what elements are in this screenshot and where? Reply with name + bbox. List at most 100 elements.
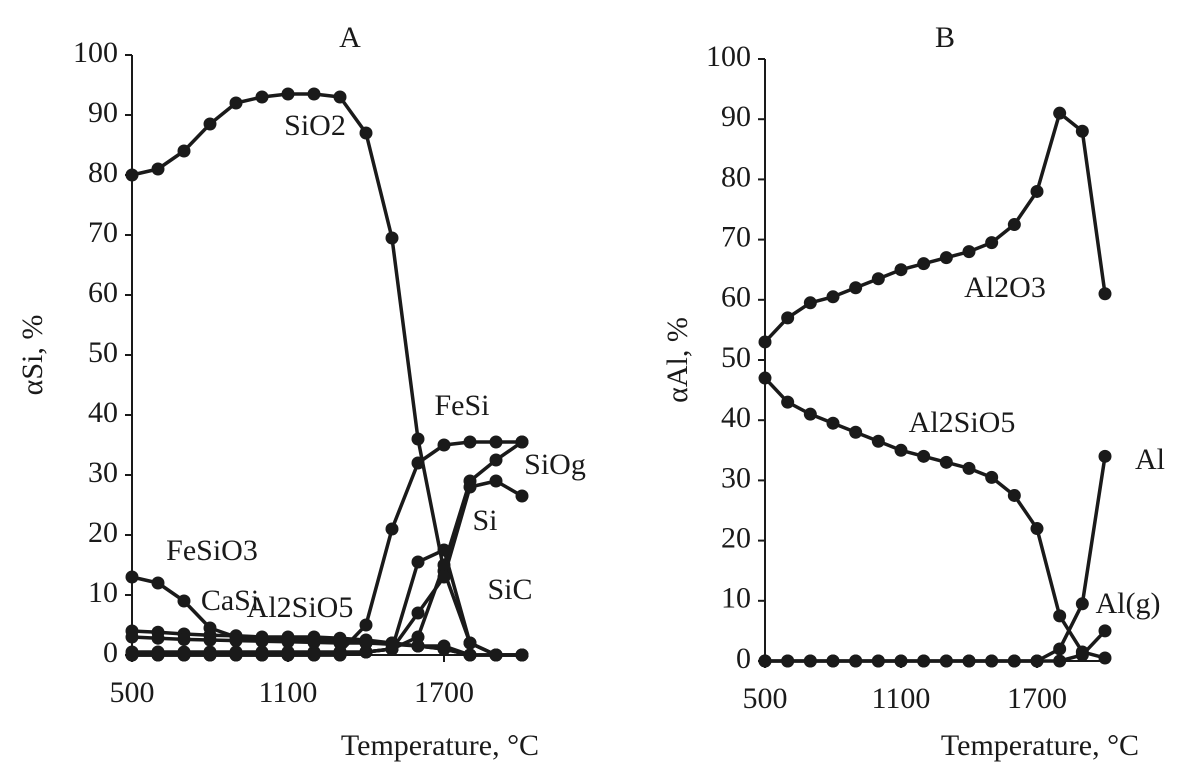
y-axis-label: αAl, % bbox=[661, 317, 694, 403]
data-point bbox=[758, 335, 772, 349]
data-point bbox=[281, 87, 295, 101]
x-tick-label: 1700 bbox=[1007, 682, 1067, 715]
series-label: FeSi bbox=[434, 389, 489, 422]
data-point bbox=[151, 576, 165, 590]
data-point bbox=[985, 236, 999, 250]
data-point bbox=[177, 144, 191, 158]
data-point bbox=[255, 645, 269, 659]
data-point bbox=[255, 90, 269, 104]
data-point bbox=[871, 434, 885, 448]
data-point bbox=[333, 90, 347, 104]
data-point bbox=[849, 281, 863, 295]
data-point bbox=[437, 543, 451, 557]
data-point bbox=[463, 648, 477, 662]
data-point bbox=[151, 162, 165, 176]
data-point bbox=[385, 522, 399, 536]
data-point bbox=[489, 453, 503, 467]
data-point bbox=[849, 654, 863, 668]
data-point bbox=[1030, 184, 1044, 198]
series-line bbox=[763, 376, 1106, 660]
data-point bbox=[125, 630, 139, 644]
data-point bbox=[307, 645, 321, 659]
data-point bbox=[803, 654, 817, 668]
data-point bbox=[917, 449, 931, 463]
series-label: Al2SiO5 bbox=[247, 591, 354, 624]
series-label: SiOg bbox=[524, 448, 586, 481]
data-point bbox=[781, 311, 795, 325]
x-tick-label: 1700 bbox=[414, 676, 474, 709]
y-tick-label: 70 bbox=[721, 220, 751, 253]
data-point bbox=[229, 645, 243, 659]
y-tick-label: 90 bbox=[88, 96, 118, 129]
data-point bbox=[1007, 218, 1021, 232]
panel-title: A bbox=[339, 21, 361, 54]
data-point bbox=[894, 443, 908, 457]
data-point bbox=[411, 639, 425, 653]
data-point bbox=[463, 480, 477, 494]
data-point bbox=[385, 637, 399, 651]
data-point bbox=[463, 435, 477, 449]
series-label: Al(g) bbox=[1096, 587, 1161, 620]
y-tick-label: 10 bbox=[88, 576, 118, 609]
data-point bbox=[871, 272, 885, 286]
data-point bbox=[939, 455, 953, 469]
data-point bbox=[463, 636, 477, 650]
data-point bbox=[1030, 522, 1044, 536]
series-line bbox=[132, 479, 523, 657]
y-tick-label: 90 bbox=[721, 100, 751, 133]
y-tick-label: 0 bbox=[103, 636, 118, 669]
series-label: SiO2 bbox=[284, 109, 346, 142]
data-point bbox=[125, 168, 139, 182]
x-axis-label: Temperature, °C bbox=[341, 729, 539, 762]
data-point bbox=[307, 87, 321, 101]
data-point bbox=[177, 645, 191, 659]
data-point bbox=[151, 631, 165, 645]
data-point bbox=[359, 636, 373, 650]
y-tick-label: 40 bbox=[721, 401, 751, 434]
series-label: Al bbox=[1135, 443, 1165, 476]
y-tick-label: 30 bbox=[88, 456, 118, 489]
data-point bbox=[411, 606, 425, 620]
data-point bbox=[1053, 609, 1067, 623]
y-axis-label: αSi, % bbox=[16, 315, 49, 396]
data-point bbox=[177, 594, 191, 608]
y-tick-label: 70 bbox=[88, 216, 118, 249]
y-tick-label: 80 bbox=[88, 156, 118, 189]
data-point bbox=[1075, 648, 1089, 662]
data-point bbox=[281, 645, 295, 659]
data-point bbox=[229, 634, 243, 648]
data-point bbox=[333, 636, 347, 650]
y-tick-label: 20 bbox=[88, 516, 118, 549]
data-point bbox=[281, 635, 295, 649]
data-point bbox=[962, 654, 976, 668]
data-point bbox=[177, 632, 191, 646]
data-point bbox=[781, 395, 795, 409]
data-point bbox=[411, 432, 425, 446]
data-point bbox=[1007, 654, 1021, 668]
x-tick-label: 500 bbox=[110, 676, 155, 709]
data-point bbox=[411, 456, 425, 470]
series-label: FeSiO3 bbox=[166, 534, 258, 567]
data-point bbox=[1030, 654, 1044, 668]
y-tick-label: 60 bbox=[721, 281, 751, 314]
data-point bbox=[307, 635, 321, 649]
data-point bbox=[411, 630, 425, 644]
data-point bbox=[758, 654, 772, 668]
panel-title: B bbox=[935, 21, 955, 54]
data-point bbox=[359, 126, 373, 140]
data-point bbox=[1098, 624, 1112, 638]
data-point bbox=[1075, 597, 1089, 611]
series-line bbox=[131, 635, 522, 657]
data-point bbox=[229, 96, 243, 110]
data-point bbox=[917, 654, 931, 668]
y-tick-label: 0 bbox=[736, 642, 751, 675]
series-line bbox=[765, 456, 1107, 663]
x-tick-label: 1100 bbox=[259, 676, 318, 709]
y-tick-label: 50 bbox=[88, 336, 118, 369]
data-point bbox=[203, 633, 217, 647]
data-point bbox=[333, 645, 347, 659]
data-point bbox=[781, 654, 795, 668]
y-tick-label: 100 bbox=[73, 36, 118, 69]
